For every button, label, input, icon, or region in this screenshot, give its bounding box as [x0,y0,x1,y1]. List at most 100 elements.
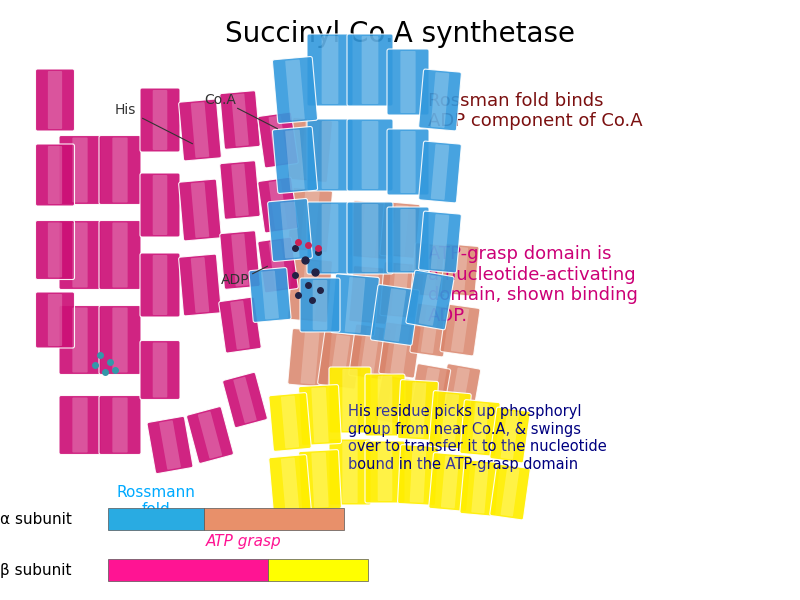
FancyBboxPatch shape [418,274,442,326]
FancyBboxPatch shape [99,136,141,205]
FancyBboxPatch shape [347,119,393,191]
FancyBboxPatch shape [400,209,416,271]
FancyBboxPatch shape [365,374,405,436]
FancyBboxPatch shape [258,237,298,293]
FancyBboxPatch shape [281,395,299,448]
FancyBboxPatch shape [48,71,62,129]
FancyBboxPatch shape [285,59,305,121]
FancyBboxPatch shape [300,121,320,179]
FancyBboxPatch shape [422,245,438,295]
FancyBboxPatch shape [300,260,320,319]
FancyBboxPatch shape [178,254,222,316]
Text: ADP: ADP [221,273,250,287]
FancyBboxPatch shape [410,447,426,503]
FancyBboxPatch shape [387,49,429,115]
FancyBboxPatch shape [190,257,210,313]
FancyBboxPatch shape [285,130,305,190]
FancyBboxPatch shape [441,455,459,508]
FancyBboxPatch shape [501,410,519,460]
FancyBboxPatch shape [307,119,353,191]
FancyBboxPatch shape [349,200,391,259]
FancyBboxPatch shape [231,233,249,286]
FancyBboxPatch shape [374,374,415,425]
FancyBboxPatch shape [220,230,260,289]
FancyBboxPatch shape [347,202,393,274]
FancyBboxPatch shape [59,305,101,374]
FancyBboxPatch shape [439,364,481,416]
FancyBboxPatch shape [362,204,378,272]
Bar [204,508,344,530]
Text: ATP grasp: ATP grasp [206,534,282,548]
FancyBboxPatch shape [178,99,222,161]
FancyBboxPatch shape [273,56,318,124]
FancyBboxPatch shape [300,278,340,332]
Text: Rossmann
fold: Rossmann fold [117,485,195,517]
FancyBboxPatch shape [48,223,62,277]
FancyBboxPatch shape [35,292,74,348]
FancyBboxPatch shape [35,220,74,280]
FancyBboxPatch shape [387,207,429,273]
FancyBboxPatch shape [370,284,419,346]
FancyBboxPatch shape [222,373,267,428]
FancyBboxPatch shape [258,112,298,168]
FancyBboxPatch shape [269,181,287,230]
FancyBboxPatch shape [349,324,391,380]
FancyBboxPatch shape [361,203,379,256]
FancyBboxPatch shape [345,277,366,333]
Text: His: His [114,103,136,117]
FancyBboxPatch shape [307,34,353,106]
FancyBboxPatch shape [490,407,530,463]
FancyBboxPatch shape [400,51,416,113]
FancyBboxPatch shape [421,307,439,353]
FancyBboxPatch shape [378,376,392,434]
Text: ATP-grasp domain is
a nucleotide-activating
domain, shown binding
ADP.: ATP-grasp domain is a nucleotide-activat… [428,245,638,325]
FancyBboxPatch shape [420,367,440,413]
FancyBboxPatch shape [406,270,454,330]
FancyBboxPatch shape [186,407,234,463]
Text: Co.A: Co.A [204,93,236,107]
FancyBboxPatch shape [258,177,298,233]
FancyBboxPatch shape [311,452,329,508]
FancyBboxPatch shape [153,343,167,397]
FancyBboxPatch shape [298,449,342,511]
FancyBboxPatch shape [329,367,371,433]
FancyBboxPatch shape [349,266,391,325]
FancyBboxPatch shape [311,387,329,443]
Bar [108,559,268,581]
FancyBboxPatch shape [230,301,250,350]
FancyBboxPatch shape [99,220,141,289]
FancyBboxPatch shape [430,214,450,270]
FancyBboxPatch shape [112,397,128,452]
FancyBboxPatch shape [460,400,500,457]
Bar [268,559,368,581]
FancyBboxPatch shape [153,175,167,235]
FancyBboxPatch shape [418,211,462,273]
FancyBboxPatch shape [391,205,409,256]
FancyBboxPatch shape [249,268,291,322]
FancyBboxPatch shape [301,332,319,385]
FancyBboxPatch shape [280,202,300,259]
FancyBboxPatch shape [361,269,379,322]
FancyBboxPatch shape [471,403,489,454]
FancyBboxPatch shape [460,460,500,517]
FancyBboxPatch shape [112,137,128,202]
FancyBboxPatch shape [261,271,279,319]
FancyBboxPatch shape [153,90,167,150]
FancyBboxPatch shape [269,115,287,164]
FancyBboxPatch shape [379,322,421,378]
FancyBboxPatch shape [418,141,462,203]
FancyBboxPatch shape [112,223,128,287]
FancyBboxPatch shape [342,369,358,431]
FancyBboxPatch shape [112,307,128,373]
Text: Rossman fold binds
ADP component of Co.A: Rossman fold binds ADP component of Co.A [428,92,642,130]
FancyBboxPatch shape [378,443,392,501]
FancyBboxPatch shape [153,255,167,315]
FancyBboxPatch shape [451,307,469,353]
FancyBboxPatch shape [35,69,74,131]
FancyBboxPatch shape [387,129,429,195]
FancyBboxPatch shape [231,94,249,146]
FancyBboxPatch shape [410,364,450,416]
FancyBboxPatch shape [429,452,471,511]
FancyBboxPatch shape [384,289,406,341]
FancyBboxPatch shape [72,397,88,452]
